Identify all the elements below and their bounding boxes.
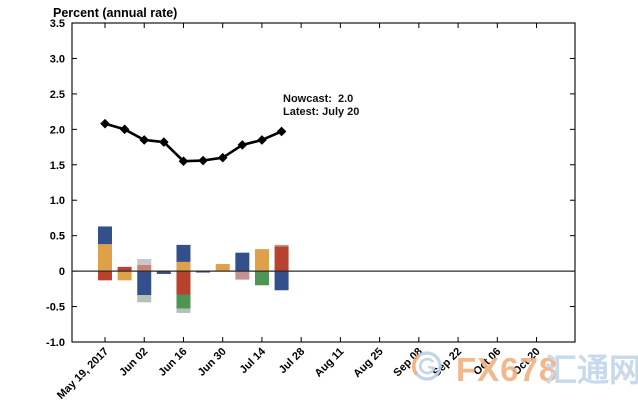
y-tick-label: 0	[59, 266, 65, 278]
watermark: FX678 汇通网	[411, 351, 638, 388]
bar-segment-graygreen	[176, 308, 191, 313]
y-tick-label: -0.5	[46, 302, 65, 314]
nowcast-marker	[217, 152, 228, 163]
x-tick-label: May 19, 2017	[55, 346, 111, 400]
bar-segment-blue	[156, 271, 171, 274]
x-tick-label: Jun 30	[196, 346, 229, 379]
nowcast-marker	[159, 137, 169, 147]
x-tick-label: Aug 25	[351, 346, 385, 380]
y-tick-label: 2.0	[50, 124, 65, 136]
nowcast-marker	[198, 155, 208, 166]
bar-segment-graygreen	[137, 295, 152, 303]
bar-segment-blue	[196, 271, 211, 273]
annotation-latest-date: Latest: July 20	[283, 106, 359, 118]
x-tick-label: Jul 14	[238, 345, 269, 376]
plot-frame	[71, 22, 576, 343]
bar-segment-orange	[215, 264, 230, 272]
x-tick-label: Jul 28	[277, 346, 308, 377]
bar-segment-blue	[137, 271, 152, 296]
bar-segment-green	[254, 271, 269, 286]
nowcast-marker	[119, 124, 130, 135]
nowcast-marker	[100, 118, 110, 129]
bar-segment-blue	[235, 252, 250, 272]
bar-segment-red	[98, 271, 112, 281]
x-tick-label: Aug 11	[313, 346, 347, 380]
nowcast-marker	[139, 135, 150, 145]
bar-segment-pink	[235, 271, 250, 280]
bar-segment-green	[176, 294, 191, 309]
y-tick-label: 2.5	[50, 89, 65, 101]
y-tick-label: 1.5	[50, 160, 65, 172]
bar-segment-salmon	[137, 264, 152, 272]
watermark-fx678-text: FX678	[456, 351, 558, 388]
bar-segment-orange	[117, 271, 132, 281]
nowcast-marker	[237, 140, 248, 150]
bar-segment-pink	[274, 244, 289, 247]
bar-segment-gray	[137, 259, 152, 265]
bar-segment-blue	[176, 244, 191, 262]
y-tick-label: 3.0	[50, 53, 65, 65]
nowcast-marker	[276, 126, 287, 137]
annotation-nowcast-value: Nowcast: 2.0	[283, 93, 353, 105]
x-tick-label: Jun 02	[117, 346, 150, 379]
y-tick-label: -1.0	[46, 337, 65, 349]
y-tick-label: 3.5	[50, 18, 65, 30]
plot-area: May 19, 2017 Jun 02 Jun 16 Jun 30 Jul 14 Jul …	[46, 18, 576, 400]
nowcast-marker	[257, 135, 267, 145]
watermark-cn-text: 汇通网	[545, 352, 638, 388]
bar-segment-blue	[98, 226, 112, 245]
bar-segment-orange	[98, 244, 112, 272]
bar-segment-orange	[176, 261, 191, 272]
nowcast-line	[104, 122, 283, 163]
y-tick-label: 0.5	[50, 231, 65, 243]
nowcast-marker	[178, 156, 189, 167]
x-tick-label: Jun 16	[156, 346, 189, 379]
bar-segment-red	[274, 246, 289, 272]
chart-title: Percent (annual rate)	[53, 6, 177, 20]
bar-segment-blue	[274, 271, 289, 291]
bar-segment-orange	[254, 249, 269, 272]
bar-segment-red	[117, 266, 132, 272]
y-tick-label: 1.0	[50, 195, 65, 207]
watermark-logo-icon	[411, 351, 442, 381]
bar-segment-red	[176, 271, 191, 295]
